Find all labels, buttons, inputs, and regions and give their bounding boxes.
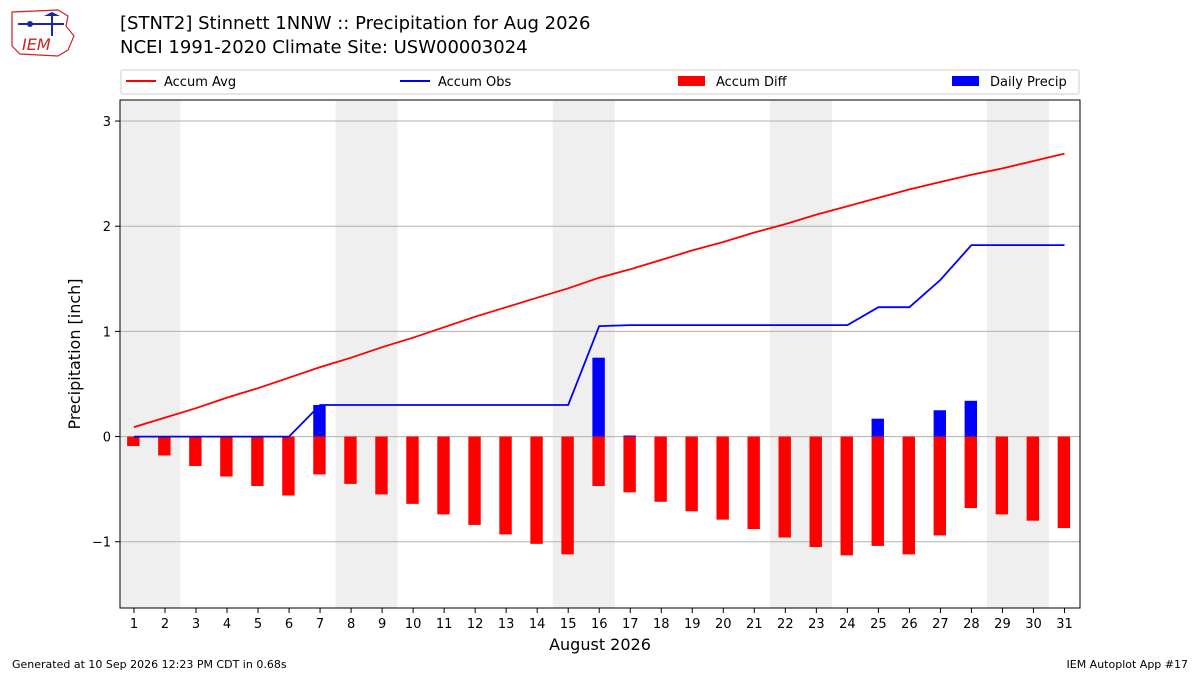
chart-subtitle: NCEI 1991-2020 Climate Site: USW00003024 <box>120 37 528 58</box>
diff-bar <box>716 436 729 520</box>
x-tick-label: 22 <box>777 617 794 632</box>
diff-bar <box>840 436 853 556</box>
x-tick-label: 13 <box>498 617 515 632</box>
diff-bar <box>933 436 947 536</box>
diff-bar <box>406 436 419 504</box>
diff-bar <box>282 436 295 496</box>
diff-bar <box>127 436 140 447</box>
diff-bar <box>623 436 636 493</box>
diff-bar <box>530 436 543 544</box>
diff-bar <box>561 436 574 555</box>
x-tick-label: 4 <box>223 617 231 632</box>
diff-bar <box>809 436 822 547</box>
x-tick-label: 10 <box>405 617 422 632</box>
x-tick-label: 21 <box>746 617 763 632</box>
y-tick-label: 0 <box>103 431 111 446</box>
diff-bar <box>902 436 915 555</box>
y-tick-label: 1 <box>103 325 111 340</box>
y-tick-label: 3 <box>103 115 111 130</box>
x-tick-label: 8 <box>347 617 355 632</box>
x-tick-label: 11 <box>436 617 453 632</box>
x-tick-label: 15 <box>560 617 577 632</box>
x-tick-label: 20 <box>715 617 732 632</box>
x-tick-label: 1 <box>130 617 138 632</box>
daily-bar <box>313 405 326 437</box>
x-tick-label: 26 <box>901 617 918 632</box>
x-tick-label: 5 <box>254 617 262 632</box>
daily-bar <box>871 418 884 437</box>
diff-bar <box>375 436 388 495</box>
x-tick-label: 28 <box>963 617 980 632</box>
legend-swatch <box>678 76 705 86</box>
daily-bar <box>592 357 605 437</box>
weekend-band-4 <box>986 100 1049 608</box>
x-tick-label: 27 <box>932 617 949 632</box>
daily-bar <box>933 410 947 437</box>
x-tick-label: 2 <box>161 617 169 632</box>
diff-bar <box>1026 436 1040 521</box>
diff-bar <box>189 436 202 467</box>
diff-bar <box>747 436 760 530</box>
diff-bar <box>251 436 264 486</box>
legend-label: Accum Obs <box>438 75 511 90</box>
diff-bar <box>778 436 791 538</box>
x-tick-label: 30 <box>1025 617 1042 632</box>
daily-bar <box>623 435 636 437</box>
y-axis-label: Precipitation [inch] <box>65 278 84 429</box>
diff-bar <box>220 436 233 477</box>
diff-bar <box>313 436 326 475</box>
x-tick-label: 18 <box>653 617 670 632</box>
accum-obs-line <box>134 244 1065 438</box>
diff-bar <box>592 436 605 486</box>
weekend-band-1 <box>335 100 398 608</box>
diff-bar <box>499 436 512 535</box>
x-tick-label: 16 <box>591 617 608 632</box>
diff-bar <box>468 436 481 525</box>
x-tick-label: 25 <box>870 617 887 632</box>
legend-label: Daily Precip <box>990 75 1067 90</box>
x-axis-label: August 2026 <box>549 635 651 654</box>
footer-app: IEM Autoplot App #17 <box>1066 658 1189 671</box>
iem-logo-icon: IEM <box>11 9 75 57</box>
diff-bar <box>685 436 698 512</box>
diff-bar <box>1057 436 1071 529</box>
legend-label: Accum Diff <box>716 75 788 90</box>
diff-bar <box>871 436 884 546</box>
bars-layer <box>127 357 1071 556</box>
weekend-band-0 <box>120 100 181 608</box>
x-tick-label: 9 <box>378 617 386 632</box>
x-tick-label: 23 <box>808 617 825 632</box>
y-tick-label: 2 <box>103 220 111 235</box>
diff-bar <box>995 436 1009 515</box>
legend: Accum Avg Accum Obs Accum Diff Daily Precip <box>120 69 1080 95</box>
legend-swatch <box>952 76 979 86</box>
footer-generated: Generated at 10 Sep 2026 12:23 PM CDT in… <box>12 658 287 671</box>
lines-layer <box>133 152 1065 438</box>
x-tick-label: 19 <box>684 617 701 632</box>
svg-text:IEM: IEM <box>22 35 51 54</box>
legend-box <box>120 69 1080 95</box>
y-tick-label: −1 <box>92 536 111 551</box>
diff-bar <box>437 436 450 515</box>
daily-bar <box>964 400 978 437</box>
x-tick-label: 17 <box>622 617 639 632</box>
legend-label: Accum Avg <box>164 75 236 90</box>
diff-bar <box>158 436 171 456</box>
x-tick-label: 24 <box>839 617 856 632</box>
x-tick-label: 29 <box>994 617 1011 632</box>
chart-title: [STNT2] Stinnett 1NNW :: Precipitation f… <box>120 13 591 34</box>
diff-bar <box>654 436 667 502</box>
diff-bar <box>964 436 978 509</box>
x-tick-label: 6 <box>285 617 293 632</box>
x-tick-label: 3 <box>192 617 200 632</box>
x-tick-label: 12 <box>467 617 484 632</box>
accum-avg-line <box>133 152 1065 428</box>
x-tick-label: 14 <box>529 617 546 632</box>
x-tick-label: 31 <box>1056 617 1073 632</box>
x-tick-label: 7 <box>316 617 324 632</box>
plot-frame <box>119 99 1081 609</box>
diff-bar <box>344 436 357 484</box>
